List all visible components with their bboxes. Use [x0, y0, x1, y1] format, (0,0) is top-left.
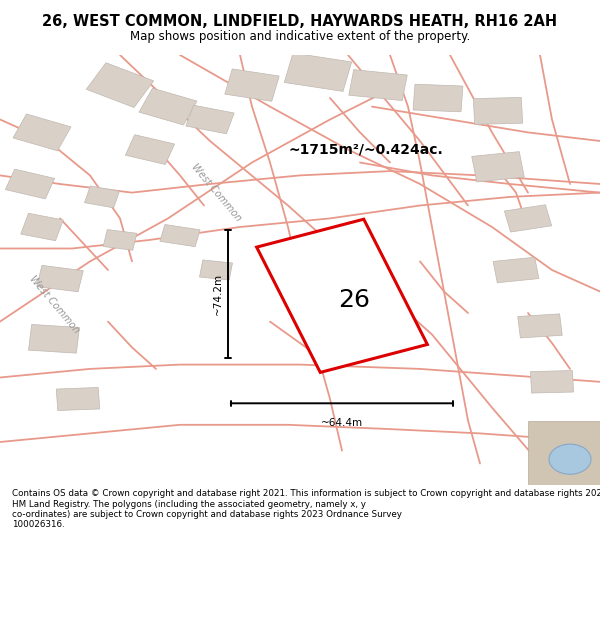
Polygon shape: [86, 62, 154, 107]
Polygon shape: [473, 98, 523, 124]
Polygon shape: [13, 114, 71, 151]
Polygon shape: [139, 88, 197, 125]
Polygon shape: [125, 135, 175, 164]
Polygon shape: [29, 324, 79, 353]
Polygon shape: [199, 260, 233, 280]
Polygon shape: [186, 105, 234, 134]
Polygon shape: [349, 69, 407, 101]
Text: ~1715m²/~0.424ac.: ~1715m²/~0.424ac.: [289, 142, 443, 157]
Polygon shape: [505, 205, 551, 232]
Polygon shape: [530, 371, 574, 393]
Text: Map shows position and indicative extent of the property.: Map shows position and indicative extent…: [130, 30, 470, 43]
Polygon shape: [160, 224, 200, 247]
Polygon shape: [413, 84, 463, 112]
Text: 26, WEST COMMON, LINDFIELD, HAYWARDS HEATH, RH16 2AH: 26, WEST COMMON, LINDFIELD, HAYWARDS HEA…: [43, 14, 557, 29]
Polygon shape: [21, 213, 63, 241]
Polygon shape: [528, 421, 600, 485]
Polygon shape: [493, 258, 539, 282]
Polygon shape: [5, 169, 55, 199]
Polygon shape: [56, 388, 100, 411]
Polygon shape: [518, 314, 562, 338]
Circle shape: [549, 444, 591, 474]
Polygon shape: [85, 186, 119, 208]
Polygon shape: [225, 69, 279, 101]
Polygon shape: [103, 229, 137, 250]
Polygon shape: [257, 219, 427, 372]
Text: West Common: West Common: [189, 162, 243, 223]
Text: ~74.2m: ~74.2m: [213, 272, 223, 315]
Text: ~64.4m: ~64.4m: [321, 418, 363, 428]
Polygon shape: [37, 266, 83, 292]
Polygon shape: [472, 152, 524, 182]
Text: West Common: West Common: [27, 274, 81, 335]
Polygon shape: [284, 53, 352, 91]
Text: Contains OS data © Crown copyright and database right 2021. This information is : Contains OS data © Crown copyright and d…: [12, 489, 600, 529]
Text: 26: 26: [338, 288, 370, 312]
